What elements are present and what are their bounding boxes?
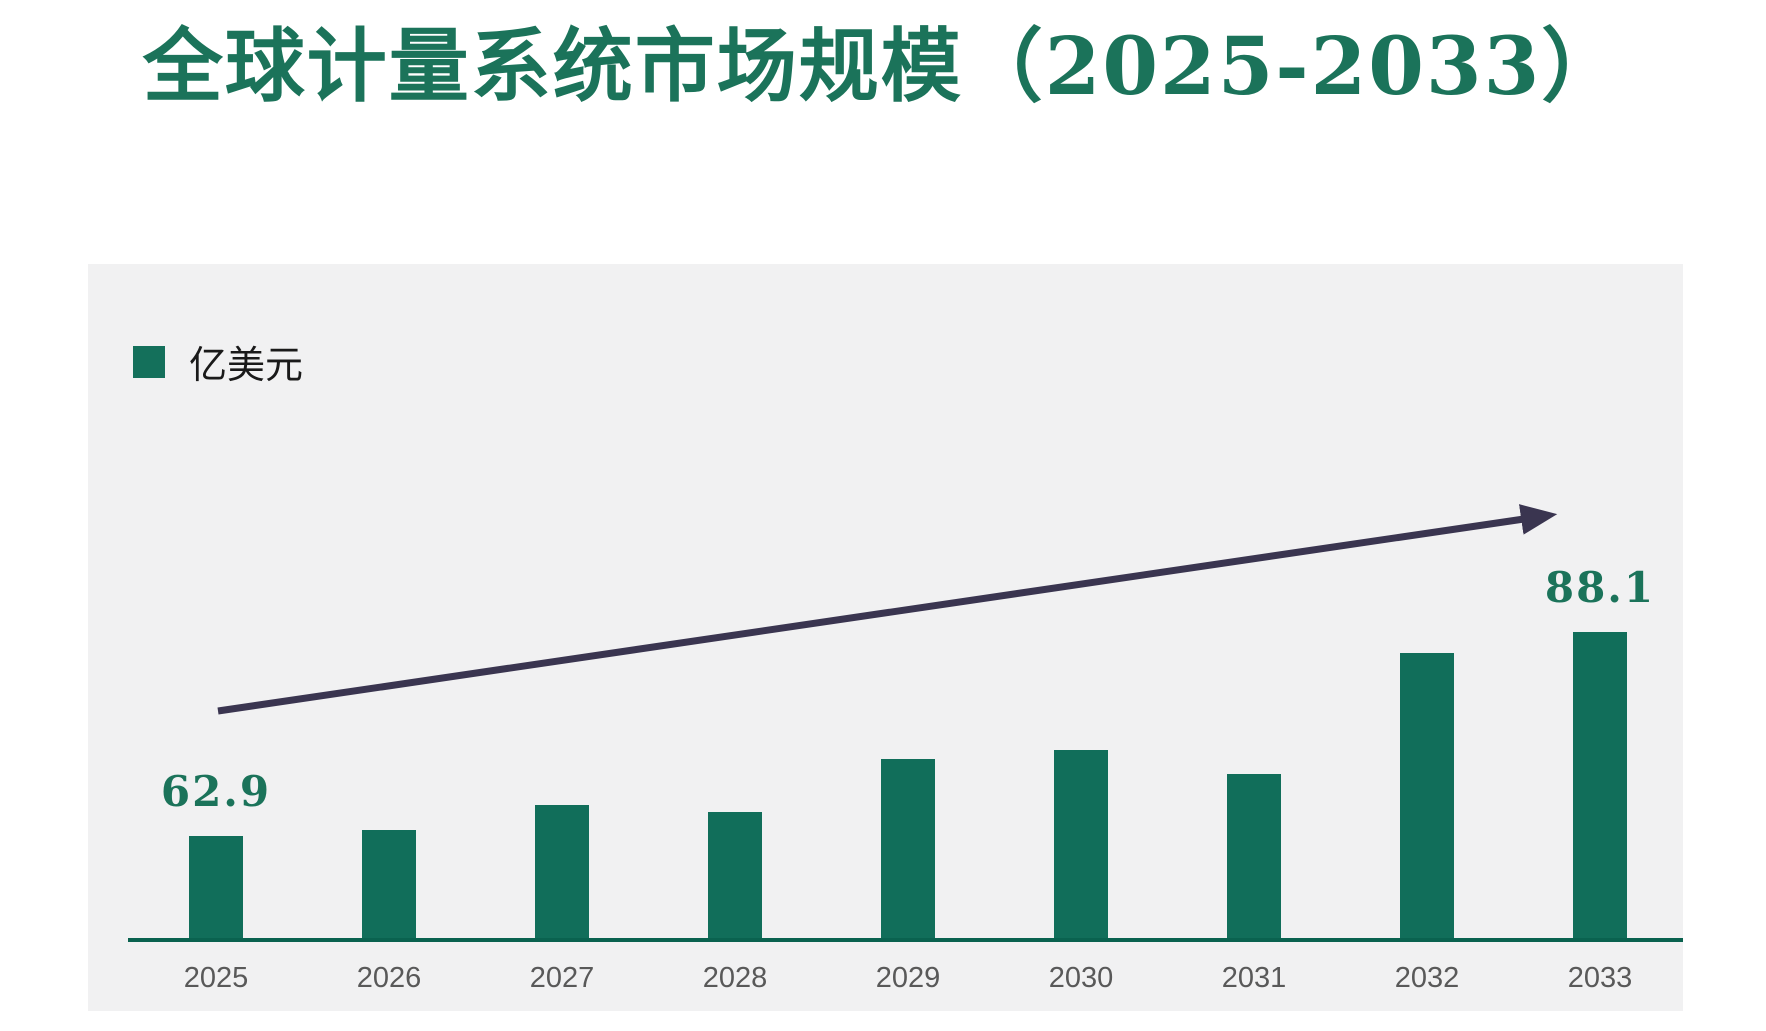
value-label-2025: 62.9 (160, 767, 272, 816)
x-axis-line (128, 938, 1683, 942)
x-axis-label-2033: 2033 (1567, 962, 1633, 994)
x-axis-label-2032: 2032 (1394, 962, 1460, 994)
bar-2031 (1227, 774, 1281, 940)
value-label-2033: 88.1 (1544, 563, 1656, 612)
x-axis-label-2026: 2026 (356, 962, 422, 994)
bar-2029 (881, 759, 935, 940)
chart-title: 全球计量系统市场规模（2025-2033） (142, 19, 1624, 113)
bar-2030 (1054, 750, 1108, 940)
x-axis-label-2025: 2025 (183, 962, 249, 994)
legend-swatch-icon (133, 345, 165, 378)
bar-2027 (535, 805, 589, 940)
bar-2033 (1573, 632, 1627, 940)
legend-label: 亿美元 (189, 343, 304, 387)
trend-arrow-line (217, 504, 1558, 715)
x-axis-label-2029: 2029 (875, 962, 941, 994)
x-axis-label-2030: 2030 (1048, 962, 1114, 994)
x-axis-label-2028: 2028 (702, 962, 768, 994)
bar-2026 (362, 830, 416, 940)
legend: 亿美元 (133, 334, 303, 389)
x-axis-label-2027: 2027 (529, 962, 595, 994)
bar-2025 (189, 836, 243, 940)
bar-2032 (1400, 653, 1454, 940)
bar-2028 (708, 812, 762, 940)
x-axis-label-2031: 2031 (1221, 962, 1287, 994)
chart-panel: 亿美元 62.9 88.1 2025 2026 2027 2028 2029 2030 203… (88, 264, 1683, 1011)
